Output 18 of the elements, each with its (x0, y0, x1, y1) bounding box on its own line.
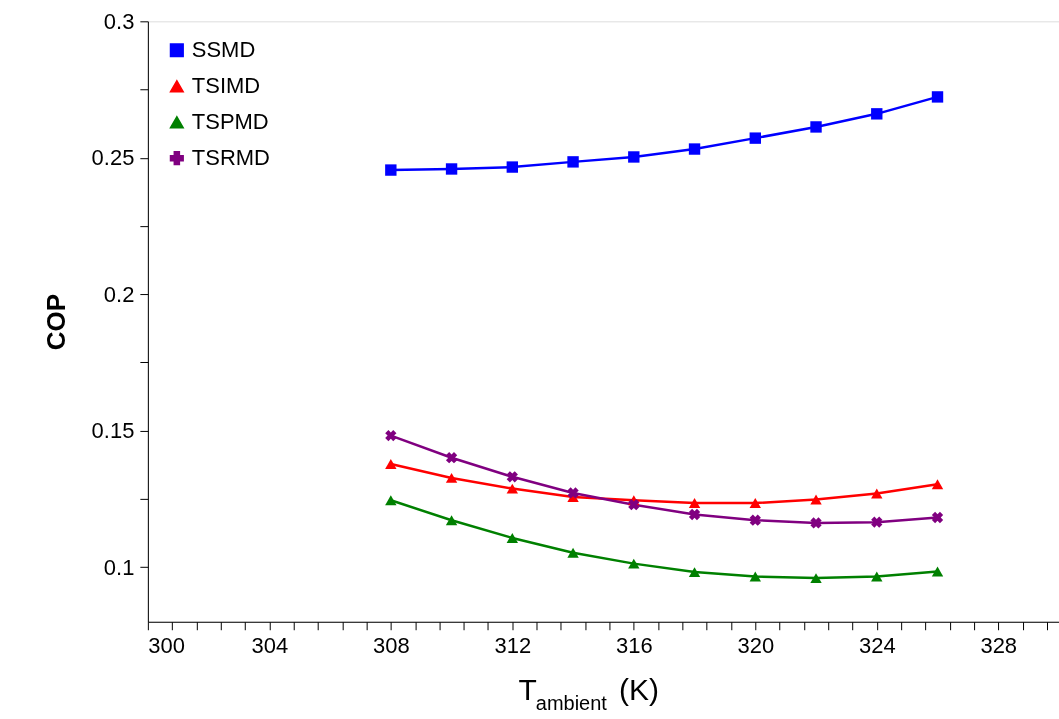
x-tick-label: 300 (148, 633, 186, 659)
x-tick-label: 328 (980, 633, 1018, 659)
legend-label: TSPMD (191, 109, 269, 135)
legend-label: TSIMD (191, 73, 261, 99)
y-tick-label: 0.1 (103, 554, 135, 580)
y-tick-label: 0.25 (91, 145, 135, 171)
x-tick-label: 324 (858, 633, 896, 659)
x-tick-label: 312 (494, 633, 532, 659)
y-tick-label: 0.3 (103, 8, 135, 34)
legend-label: SSMD (191, 37, 256, 63)
y-tick-label: 0.15 (91, 418, 135, 444)
legend-label: TSRMD (191, 145, 270, 171)
y-axis-title: COP (40, 293, 71, 351)
y-tick-label: 0.2 (103, 281, 135, 307)
x-tick-label: 308 (373, 633, 410, 659)
x-tick-label: 304 (251, 633, 289, 659)
x-tick-label: 320 (737, 633, 775, 659)
x-tick-label: 316 (615, 633, 653, 659)
